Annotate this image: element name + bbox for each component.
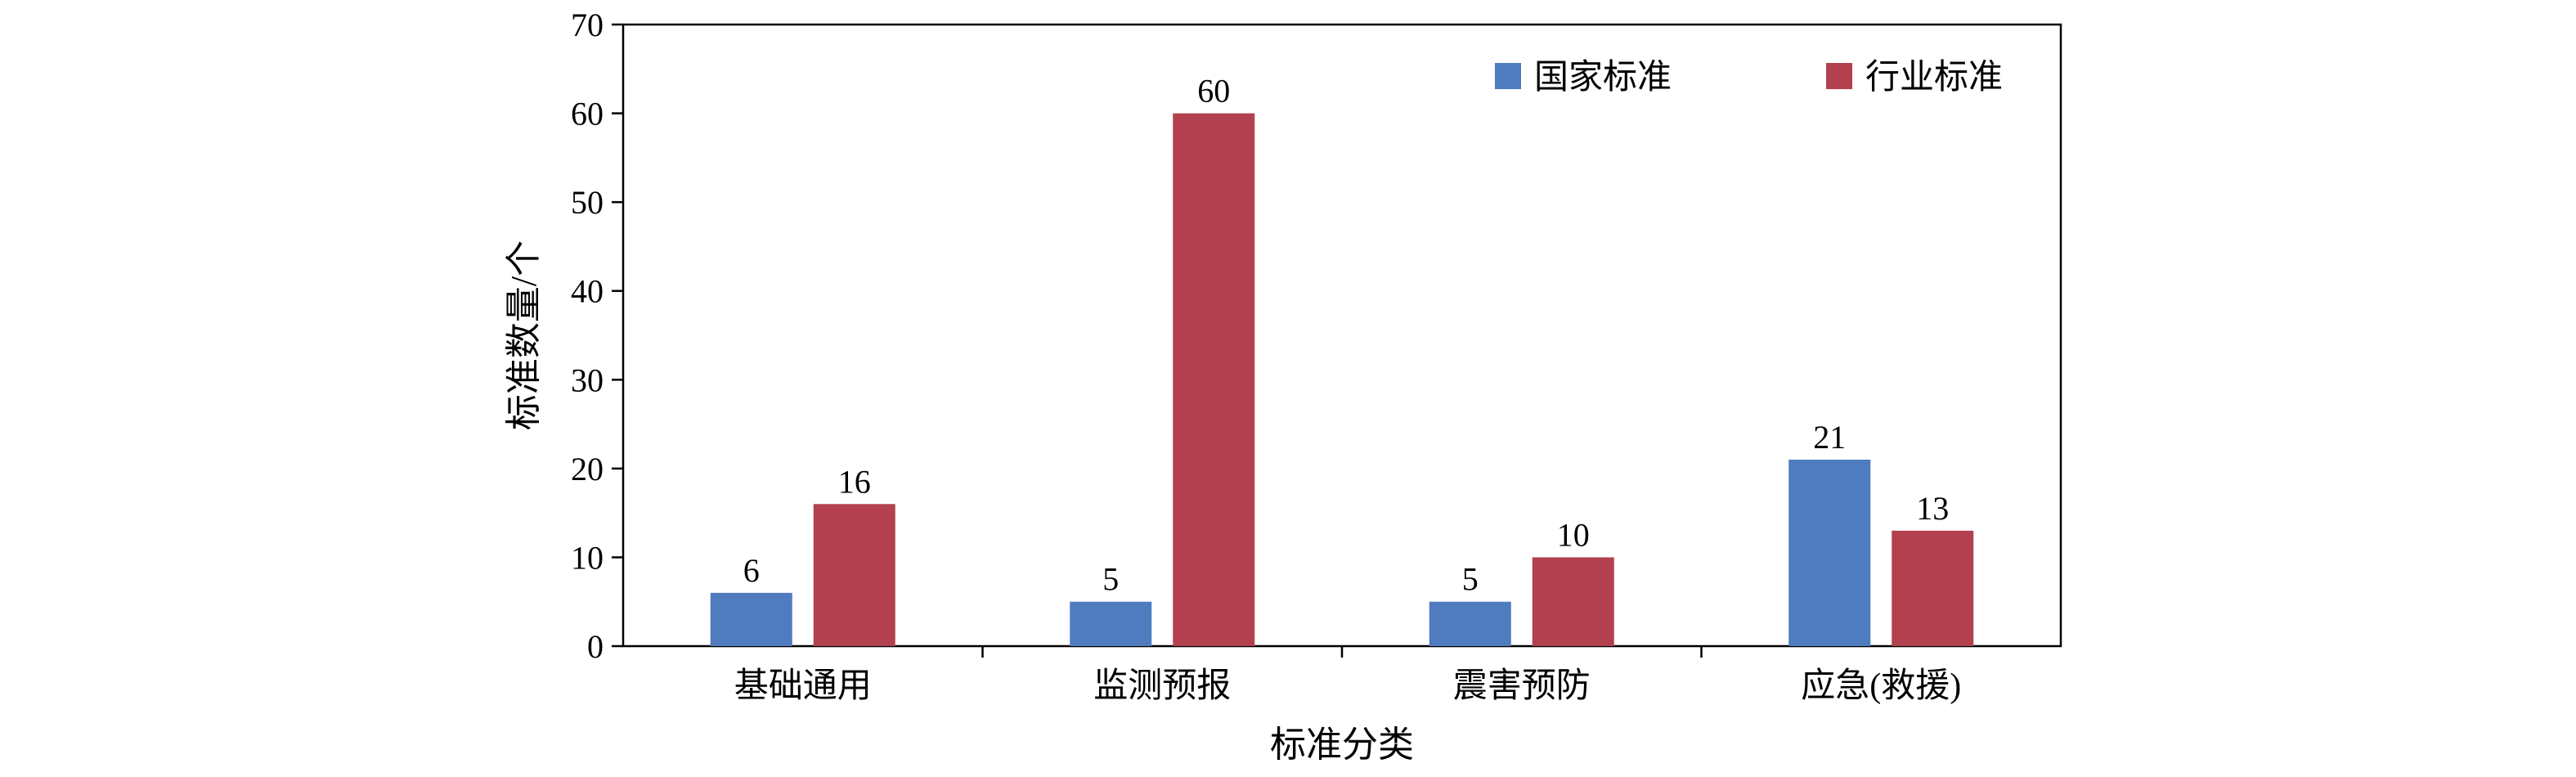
data-label: 10: [1557, 516, 1590, 553]
legend-swatch: [1826, 63, 1852, 89]
data-labels: 6 16 5 60 5 10 21 13: [743, 73, 1950, 598]
x-axis-title: 标准分类: [1270, 725, 1414, 765]
y-tick-label: 50: [571, 184, 604, 221]
legend-label: 国家标准: [1534, 58, 1672, 97]
bar: [1429, 601, 1511, 646]
data-label: 21: [1813, 419, 1846, 456]
bars: [710, 113, 1974, 647]
y-tick-label: 70: [571, 7, 604, 43]
y-tick-label: 40: [571, 273, 604, 310]
data-label: 5: [1102, 561, 1119, 598]
data-label: 60: [1197, 73, 1230, 110]
y-axis-title: 标准数量/个: [504, 240, 544, 430]
x-category-label: 震害预防: [1453, 667, 1591, 705]
y-tick-label: 30: [571, 362, 604, 398]
x-category-label: 监测预报: [1093, 667, 1231, 705]
x-category-label: 应急(救援): [1801, 667, 1961, 705]
axes: 0 10 20 30 40 50 60 70 基础通用 监测预报 震害预防 应急(救援): [571, 7, 2062, 705]
y-tick-label: 0: [587, 628, 604, 665]
y-tick-label: 10: [571, 539, 604, 576]
bar: [1892, 530, 1974, 646]
y-tick-label: 20: [571, 451, 604, 487]
bar: [1788, 460, 1871, 646]
data-label: 6: [743, 552, 760, 589]
data-label: 13: [1916, 490, 1949, 527]
bar: [1532, 557, 1614, 646]
legend: 国家标准 行业标准: [1495, 58, 2003, 97]
x-category-label: 基础通用: [734, 667, 872, 705]
data-label: 16: [838, 463, 871, 500]
legend-swatch: [1495, 63, 1521, 89]
data-label: 5: [1462, 561, 1479, 598]
bar: [710, 592, 792, 646]
y-tick-label: 60: [571, 96, 604, 132]
legend-label: 行业标准: [1865, 59, 2003, 97]
bar: [813, 504, 895, 646]
bar: [1173, 113, 1255, 647]
bar: [1070, 601, 1152, 646]
